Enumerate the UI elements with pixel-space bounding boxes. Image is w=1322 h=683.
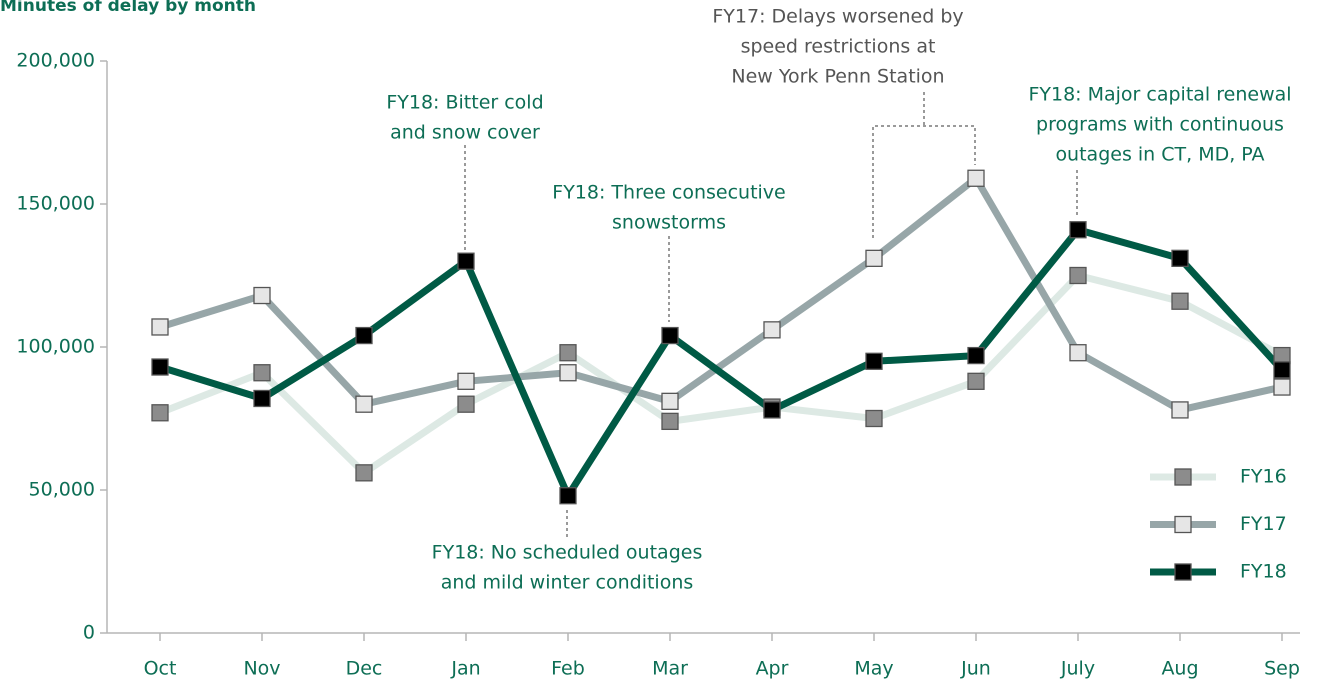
data-point (763, 321, 781, 339)
annotation: programs with continuous (1036, 114, 1284, 136)
data-point (457, 372, 475, 390)
data-point (355, 464, 373, 482)
x-tick-label: May (854, 658, 893, 680)
annotation: FY18: Bitter cold (386, 92, 543, 114)
annotation: FY18: Three consecutive (552, 182, 785, 204)
legend-label: FY18 (1240, 561, 1287, 583)
annotation: outages in CT, MD, PA (1055, 144, 1264, 166)
data-point (151, 358, 169, 376)
chart-title: Minutes of delay by month (0, 0, 256, 16)
y-tick-label: 0 (83, 622, 95, 644)
data-point (559, 487, 577, 505)
x-tick-label: Feb (551, 658, 585, 680)
x-tick-label: Nov (243, 658, 280, 680)
legend-marker (1174, 515, 1192, 534)
legend-label: FY17 (1240, 513, 1287, 535)
data-point (967, 372, 985, 390)
annotation: FY17: Delays worsened by (712, 6, 963, 28)
data-point (661, 326, 679, 345)
leader-bracket (872, 125, 976, 238)
data-point (967, 169, 985, 187)
x-tick-label: Jan (450, 658, 480, 680)
annotation: FY18: No scheduled outages (432, 542, 703, 564)
data-point (1069, 221, 1087, 239)
y-tick-label: 150,000 (16, 193, 95, 215)
data-point (865, 409, 883, 428)
x-tick-label: Dec (346, 658, 383, 680)
x-tick-label: Sep (1264, 658, 1300, 680)
data-point (457, 395, 475, 413)
x-tick-label: Jun (960, 658, 991, 680)
data-point (1069, 266, 1087, 285)
y-tick-label: 100,000 (16, 336, 95, 358)
data-point (151, 318, 169, 336)
annotation: snowstorms (612, 212, 726, 234)
legend-label: FY16 (1240, 466, 1287, 488)
data-point (151, 404, 169, 422)
x-tick-label: July (1060, 658, 1095, 680)
data-point (559, 364, 577, 382)
legend-marker (1174, 468, 1192, 486)
data-point (865, 249, 883, 267)
data-point (1171, 401, 1189, 419)
y-tick-label: 200,000 (16, 50, 95, 72)
data-point (559, 344, 577, 362)
data-point (355, 395, 373, 413)
data-point (1069, 344, 1087, 362)
annotation: and mild winter conditions (441, 572, 694, 594)
x-tick-label: Apr (756, 658, 789, 680)
data-point (1171, 249, 1189, 267)
annotation: New York Penn Station (731, 66, 944, 88)
data-point (253, 389, 271, 408)
x-tick-label: Aug (1161, 658, 1198, 680)
series-line (158, 174, 1283, 414)
x-tick-label: Mar (652, 658, 688, 680)
legend-marker (1174, 563, 1192, 581)
data-point (253, 286, 271, 305)
annotation: and snow cover (390, 122, 540, 144)
annotation: speed restrictions at (741, 36, 936, 58)
y-tick-label: 50,000 (29, 479, 95, 501)
series-line (158, 272, 1284, 477)
annotation: FY18: Major capital renewal (1028, 84, 1291, 106)
data-point (355, 326, 373, 345)
data-point (967, 346, 985, 365)
data-point (1273, 378, 1291, 396)
data-point (661, 412, 679, 431)
data-point (457, 252, 475, 270)
x-tick-label: Oct (144, 658, 177, 680)
data-point (865, 352, 883, 370)
data-point (1171, 292, 1189, 310)
data-point (1273, 346, 1291, 365)
data-point (253, 364, 271, 382)
series-line (158, 226, 1285, 500)
data-point (763, 401, 781, 419)
data-point (661, 392, 679, 410)
data-point (1273, 361, 1291, 379)
